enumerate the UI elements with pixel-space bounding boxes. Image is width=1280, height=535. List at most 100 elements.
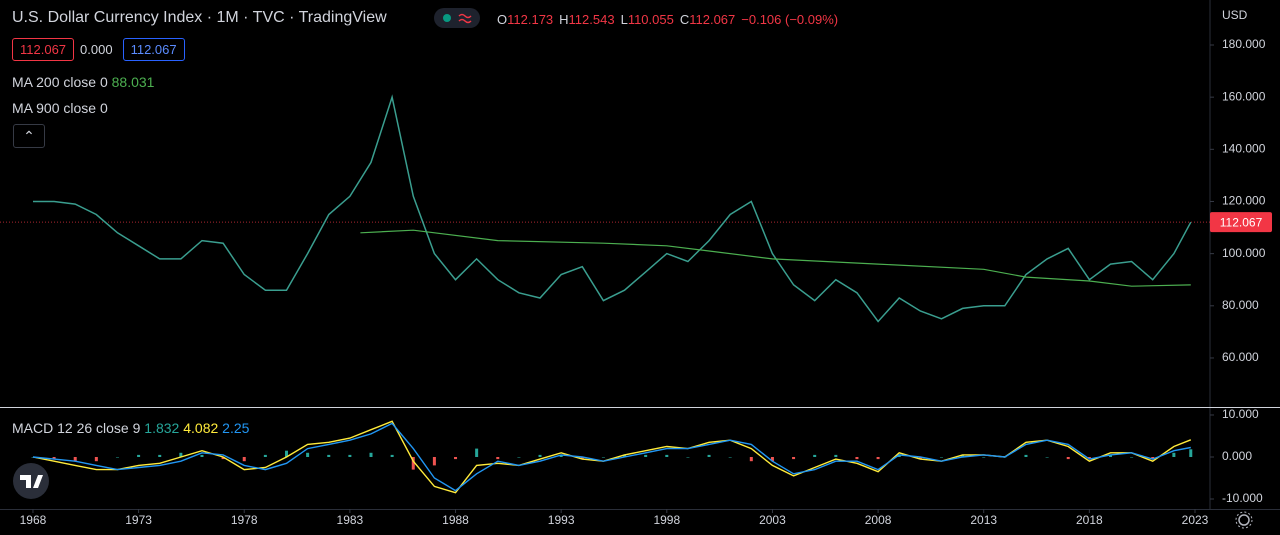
settings-icon[interactable] bbox=[1235, 511, 1253, 529]
histogram-bar bbox=[496, 456, 500, 460]
histogram-bar bbox=[665, 454, 669, 457]
histogram-bar bbox=[411, 456, 415, 470]
histogram-bar bbox=[454, 456, 458, 460]
logo[interactable] bbox=[13, 463, 49, 499]
x-tick-label: 2023 bbox=[1182, 513, 1209, 527]
macd-legend: MACD 12 26 close 9 1.832 4.082 2.25 bbox=[12, 420, 249, 436]
x-tick-label: 2003 bbox=[759, 513, 786, 527]
histogram-bar bbox=[52, 456, 56, 460]
price-line bbox=[33, 94, 1192, 323]
x-tick-label: 2008 bbox=[865, 513, 892, 527]
ohlc-value: 110.055 bbox=[627, 12, 674, 27]
histogram-bar bbox=[1045, 456, 1049, 458]
histogram-bar bbox=[770, 456, 774, 462]
ohlc-label: O bbox=[497, 12, 508, 27]
indicator-value: 88.031 bbox=[111, 74, 155, 90]
histogram-bar bbox=[1130, 456, 1134, 458]
histogram-bar bbox=[115, 456, 119, 458]
histogram-bar bbox=[918, 456, 922, 460]
y-tick-label: 140.000 bbox=[1222, 141, 1266, 155]
input-box[interactable]: 112.067 bbox=[122, 38, 185, 61]
indicator-name: MA 200 close 0 bbox=[12, 74, 108, 90]
histogram-bar bbox=[1108, 454, 1112, 457]
y-tick-label: 180.000 bbox=[1222, 37, 1266, 51]
histogram-bar bbox=[580, 456, 584, 460]
ohlc-value: 112.173 bbox=[507, 12, 554, 27]
chart-title: U.S. Dollar Currency Index · 1M · TVC · … bbox=[12, 9, 387, 26]
x-tick-label: 2013 bbox=[970, 513, 997, 527]
histogram-bar bbox=[94, 456, 98, 462]
histogram-bar bbox=[284, 450, 288, 457]
x-tick-label: 1973 bbox=[125, 513, 152, 527]
histogram-bar bbox=[792, 456, 796, 460]
histogram-bar bbox=[158, 454, 162, 457]
histogram-bar bbox=[834, 454, 838, 457]
histogram-bar bbox=[200, 454, 204, 457]
macd-line bbox=[32, 422, 1191, 492]
histogram-bar bbox=[1024, 454, 1028, 457]
histogram-bar bbox=[749, 456, 753, 462]
histogram-bar bbox=[1151, 456, 1155, 460]
histogram-bar bbox=[348, 454, 352, 457]
indicator-legend: MA 900 close 0 bbox=[12, 100, 108, 116]
histogram-bar bbox=[242, 456, 246, 462]
ohlc-change: −0.106 (−0.09%) bbox=[741, 12, 839, 27]
histogram-bar bbox=[432, 456, 436, 466]
x-tick-label: 1998 bbox=[653, 513, 680, 527]
histogram-bar bbox=[73, 456, 77, 462]
ohlc-value: 112.067 bbox=[689, 12, 736, 27]
y-tick-label: 100.000 bbox=[1222, 246, 1266, 260]
macd-value: 1.832 bbox=[144, 420, 180, 436]
ohlc-label: C bbox=[679, 12, 690, 27]
input-value: 0.000 bbox=[80, 42, 113, 57]
y-tick-label: 0.000 bbox=[1222, 449, 1252, 463]
histogram-bar bbox=[728, 456, 732, 458]
histogram-bar bbox=[179, 452, 183, 457]
status-icons[interactable] bbox=[434, 8, 480, 31]
ohlc-label: H bbox=[559, 12, 569, 27]
histogram-bar bbox=[623, 454, 627, 457]
inputs: 112.067 0.000 112.067 bbox=[12, 38, 191, 61]
histogram-bar bbox=[961, 454, 965, 457]
x-tick-label: 1978 bbox=[231, 513, 258, 527]
price-tag-bg bbox=[1210, 212, 1272, 233]
x-tick-label: 1993 bbox=[548, 513, 575, 527]
histogram-bar bbox=[559, 454, 563, 457]
histogram-bar bbox=[221, 456, 225, 460]
histogram-bar bbox=[1189, 449, 1193, 457]
histogram-bar bbox=[390, 454, 394, 457]
histogram-bar bbox=[538, 454, 542, 457]
histogram-bar bbox=[601, 456, 605, 458]
histogram-bar bbox=[1172, 452, 1176, 457]
histogram-bar bbox=[897, 454, 901, 457]
collapse-button[interactable]: ⌃ bbox=[13, 124, 45, 148]
histogram-bar bbox=[263, 454, 267, 457]
histogram-bar bbox=[1087, 456, 1091, 460]
histogram-bar bbox=[475, 448, 479, 457]
histogram-bar bbox=[707, 454, 711, 457]
macd-title: MACD 12 26 close 9 bbox=[12, 420, 141, 436]
x-tick-label: 2018 bbox=[1076, 513, 1103, 527]
histogram-bar bbox=[876, 456, 880, 460]
y-tick-label: 160.000 bbox=[1222, 89, 1266, 103]
input-box[interactable]: 112.067 bbox=[12, 38, 75, 61]
histogram-bar bbox=[813, 454, 817, 457]
x-tick-label: 1968 bbox=[20, 513, 47, 527]
histogram-bar bbox=[939, 456, 943, 458]
indicator-name: MA 900 close 0 bbox=[12, 100, 108, 116]
status-badge bbox=[434, 8, 480, 28]
y-tick-label: 60.000 bbox=[1222, 350, 1259, 364]
histogram-bar bbox=[369, 452, 373, 457]
macd-value: 2.25 bbox=[222, 420, 250, 436]
x-tick-label: 1988 bbox=[442, 513, 469, 527]
currency[interactable]: USD bbox=[1222, 8, 1248, 22]
histogram-bar bbox=[1066, 456, 1070, 460]
ohlc-value: 112.543 bbox=[568, 12, 615, 27]
histogram-bar bbox=[517, 456, 521, 458]
histogram-bar bbox=[644, 454, 648, 457]
histogram-bar bbox=[982, 456, 986, 458]
macd-value: 4.082 bbox=[183, 420, 219, 436]
x-tick-label: 1983 bbox=[337, 513, 364, 527]
y-tick-label: 10.000 bbox=[1222, 407, 1259, 421]
ohlc-legend: O112.173 H112.543 L110.055 C112.067 −0.106 (… bbox=[497, 12, 838, 27]
